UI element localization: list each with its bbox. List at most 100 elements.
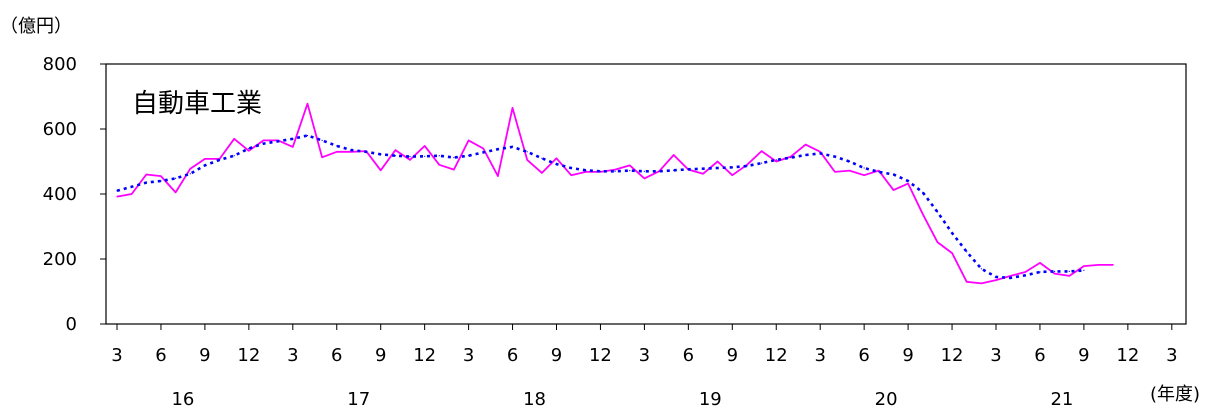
data-point [1054,273,1056,275]
data-point [702,173,704,175]
data-point [731,174,733,176]
data-point [145,182,147,184]
y-tick-label: 200 [43,249,77,270]
data-point [761,162,763,164]
x-tick-label: 3 [814,345,825,366]
x-tick-label: 6 [331,345,342,366]
data-point [175,177,177,179]
data-point [336,151,338,153]
data-point [511,107,514,109]
data-point [980,282,983,284]
data-point [819,151,821,153]
year-label: 18 [523,389,546,410]
data-point [805,154,807,156]
x-tick-label: 3 [111,345,122,366]
x-tick-label: 6 [507,345,518,366]
data-point [409,156,411,158]
y-axis-ticks: 0 200 400 600 800 [43,54,106,335]
data-point [394,149,396,151]
data-point [585,169,587,171]
data-point [1010,275,1012,277]
data-point [834,156,836,158]
data-point [1054,270,1056,272]
data-point [761,150,763,152]
data-point [834,171,836,173]
data-point [819,152,821,154]
x-tick-label: 9 [199,345,210,366]
data-point [453,157,455,159]
x-tick-label: 6 [1034,345,1045,366]
data-point [160,175,162,177]
x-tick-label: 12 [237,345,260,366]
x-tick-label: 12 [1116,345,1139,366]
data-point [936,241,939,243]
y-tick-label: 800 [43,54,77,75]
data-point [116,196,118,198]
data-point [1010,277,1012,279]
data-point [643,170,646,172]
data-point [131,186,133,188]
year-label: 20 [875,389,898,410]
data-point [848,160,851,163]
data-point [1024,271,1026,273]
data-point [189,168,191,170]
data-point [438,155,440,157]
data-point [526,159,528,161]
data-point [497,175,499,177]
year-label: 21 [1050,389,1073,410]
data-point [790,157,792,159]
data-point [424,145,426,147]
data-point [922,191,924,193]
data-point [555,157,558,159]
data-point [702,168,704,170]
data-point [746,165,748,167]
data-point [468,155,470,157]
data-point [1068,275,1070,277]
x-tick-label: 12 [765,345,788,366]
data-point [555,163,558,165]
x-tick-label: 6 [155,345,166,366]
data-point [629,170,631,172]
x-tick-label: 12 [589,345,612,366]
data-point [350,151,352,153]
chart-title: 自動車工業 [132,89,262,119]
data-point [482,147,484,150]
data-point [306,134,309,137]
data-point [306,103,309,105]
data-point [878,171,880,173]
data-point [116,190,118,192]
data-point [204,158,206,160]
actual-series-line [116,102,1114,285]
y-tick-label: 600 [43,119,77,140]
x-axis-unit-label: (年度) [1150,384,1200,405]
data-point [995,279,997,281]
x-tick-label: 9 [727,345,738,366]
x-tick-label: 3 [990,345,1001,366]
y-axis-unit-label: （億円） [0,16,72,37]
data-point [614,169,616,171]
data-point [1083,265,1085,267]
plot-area-frame [105,63,1187,325]
x-tick-label: 6 [683,345,694,366]
data-point [233,155,235,157]
series-lines [116,102,1114,285]
x-tick-label: 3 [1166,345,1177,366]
data-point [204,164,206,166]
x-tick-label: 12 [941,345,964,366]
data-point [585,171,587,173]
x-tick-label: 9 [375,345,386,366]
x-tick-label: 9 [1078,345,1089,366]
data-point [892,189,895,191]
data-point [160,180,162,182]
data-point [350,149,352,151]
data-point [424,155,426,157]
x-tick-label: 9 [902,345,913,366]
data-point [1039,262,1041,264]
data-point [380,169,382,171]
data-point [643,177,646,179]
year-label: 16 [171,389,194,410]
data-point [1024,274,1026,276]
data-point [438,164,440,166]
x-tick-label: 3 [463,345,474,366]
